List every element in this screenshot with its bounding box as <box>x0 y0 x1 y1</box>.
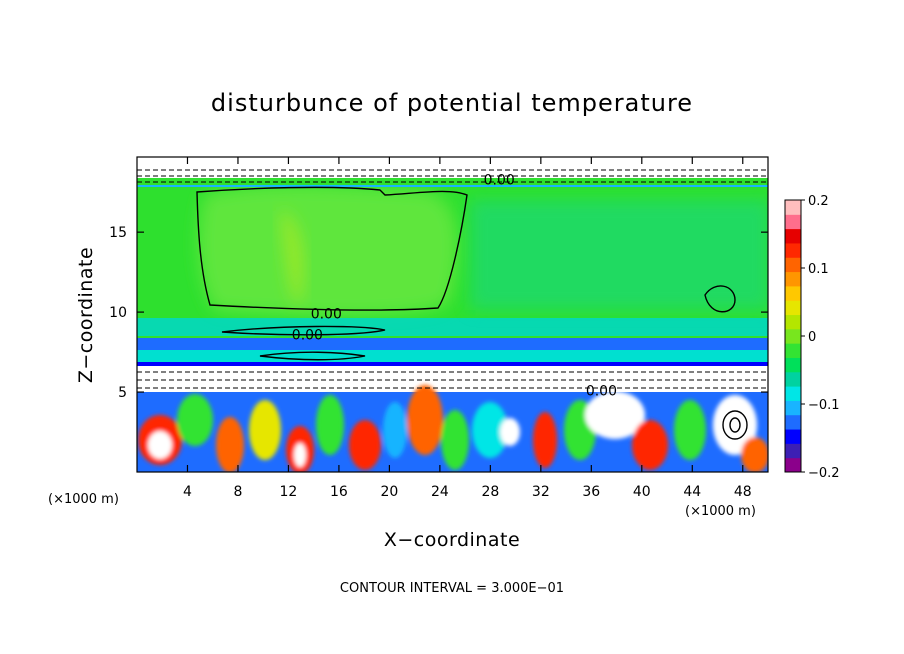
colorbar-segment <box>785 457 801 473</box>
colorbar-segment <box>785 285 801 301</box>
field-turbulence <box>138 385 768 472</box>
colorbar-segment <box>785 271 801 287</box>
contour-labels: 0.00 0.00 0.00 0.00 <box>292 172 617 399</box>
y-tick-label: 15 <box>109 225 127 241</box>
contour-label: 0.00 <box>484 172 515 188</box>
x-tick-label: 48 <box>734 484 752 500</box>
x-tick-label: 40 <box>633 484 651 500</box>
colorbar-segment <box>785 257 801 273</box>
x-tick-label: 8 <box>233 484 242 500</box>
x-axis: 4 8 12 16 20 24 28 32 36 40 44 48 <box>183 157 752 500</box>
contour-interval: CONTOUR INTERVAL = 3.000E−01 <box>340 581 564 596</box>
x-tick-label: 28 <box>481 484 499 500</box>
y-tick-label: 5 <box>118 385 127 401</box>
plot-frame <box>136 156 769 473</box>
contour-label: 0.00 <box>292 327 323 343</box>
colorbar-segment <box>785 214 801 230</box>
x-tick-label: 12 <box>280 484 298 500</box>
field-light-streak <box>280 210 304 305</box>
y-axis: 5 10 15 <box>109 225 768 401</box>
field-light-blob <box>198 185 458 316</box>
colorbar-segment <box>785 443 801 459</box>
colorbar-segment <box>785 371 801 387</box>
colorbar-segment <box>785 300 801 316</box>
colorbar-segment <box>785 242 801 258</box>
plot-area <box>137 157 768 472</box>
x-tick-label: 16 <box>330 484 348 500</box>
field-band-blue <box>137 338 768 350</box>
x-tick-label: 20 <box>380 484 398 500</box>
field-band-cyan2 <box>137 350 768 364</box>
colorbar-segment <box>785 400 801 416</box>
field-right-cyan <box>470 200 768 310</box>
colorbar-segment <box>785 200 801 215</box>
colorbar-tick-label: −0.2 <box>808 466 840 481</box>
contour-label: 0.00 <box>586 383 617 399</box>
y-axis-title: Z−coordinate <box>75 247 97 383</box>
y-tick-label: 10 <box>109 305 127 321</box>
chart-title: disturbunce of potential temperature <box>211 89 693 117</box>
x-unit-left: (×1000 m) <box>48 492 119 507</box>
colorbar-segment <box>785 386 801 401</box>
contour-label: 0.00 <box>311 307 342 323</box>
contour-lines-dashed <box>137 169 768 389</box>
colorbar-segment <box>785 429 801 444</box>
colorbar: 0.2 0.1 0 −0.1 −0.2 <box>784 194 840 481</box>
x-axis-title: X−coordinate <box>384 529 520 551</box>
colorbar-segment <box>785 328 801 344</box>
colorbar-tick-label: 0.2 <box>808 194 829 209</box>
colorbar-segment <box>785 414 801 430</box>
colorbar-segment <box>785 228 801 244</box>
colorbar-segment <box>785 343 801 358</box>
x-tick-label: 24 <box>431 484 449 500</box>
x-tick-label: 32 <box>532 484 550 500</box>
colorbar-segment <box>785 314 801 330</box>
contour-lines <box>196 186 748 440</box>
x-tick-label: 44 <box>683 484 701 500</box>
colorbar-segment <box>785 357 801 373</box>
colorbar-tick-label: 0.1 <box>808 262 829 277</box>
colorbar-tick-label: 0 <box>808 330 816 345</box>
colorbar-tick-label: −0.1 <box>808 398 840 413</box>
x-tick-label: 4 <box>183 484 192 500</box>
field-band-cyan <box>137 318 768 336</box>
field-band-blue2 <box>137 362 768 366</box>
x-tick-label: 36 <box>582 484 600 500</box>
x-unit-right: (×1000 m) <box>685 504 756 519</box>
